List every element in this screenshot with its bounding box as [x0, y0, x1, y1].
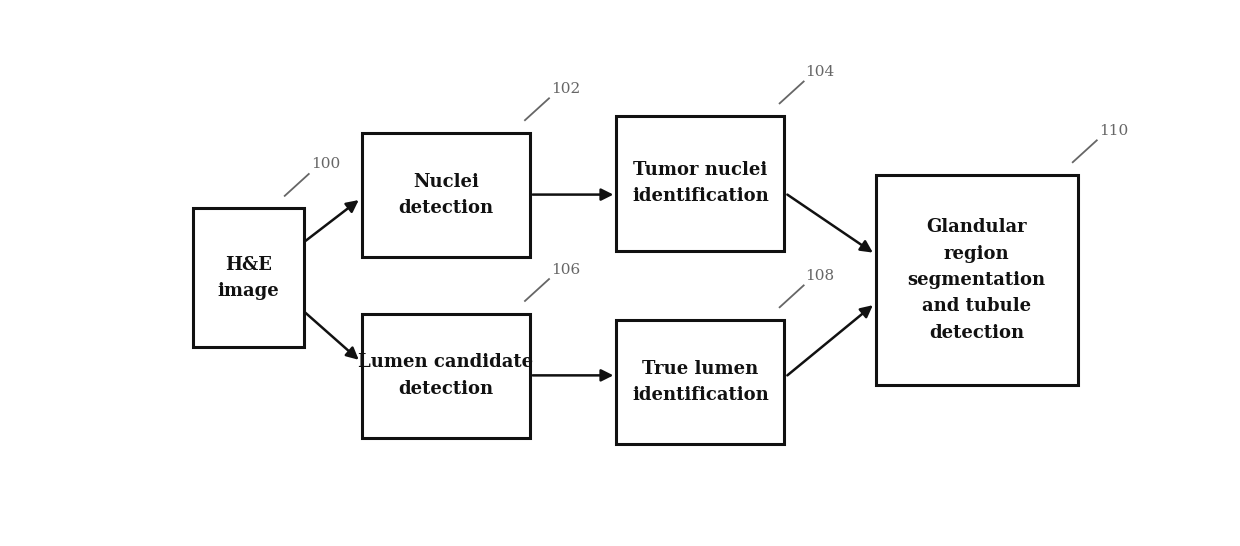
FancyBboxPatch shape [616, 116, 785, 251]
Text: Nuclei
detection: Nuclei detection [398, 173, 494, 217]
FancyBboxPatch shape [193, 209, 304, 347]
Text: 108: 108 [806, 269, 835, 283]
Text: True lumen
identification: True lumen identification [632, 360, 769, 404]
Text: H&E
image: H&E image [218, 256, 279, 300]
Text: 100: 100 [311, 157, 340, 171]
Text: Tumor nuclei
identification: Tumor nuclei identification [632, 161, 769, 205]
Text: 104: 104 [806, 65, 835, 79]
Text: Glandular
region
segmentation
and tubule
detection: Glandular region segmentation and tubule… [908, 218, 1045, 342]
Text: 106: 106 [551, 263, 580, 277]
FancyBboxPatch shape [616, 320, 785, 444]
Text: 102: 102 [551, 82, 580, 96]
Text: 110: 110 [1099, 124, 1128, 138]
FancyBboxPatch shape [362, 133, 529, 257]
Text: Lumen candidate
detection: Lumen candidate detection [358, 353, 533, 398]
FancyBboxPatch shape [362, 313, 529, 437]
FancyBboxPatch shape [875, 175, 1078, 385]
